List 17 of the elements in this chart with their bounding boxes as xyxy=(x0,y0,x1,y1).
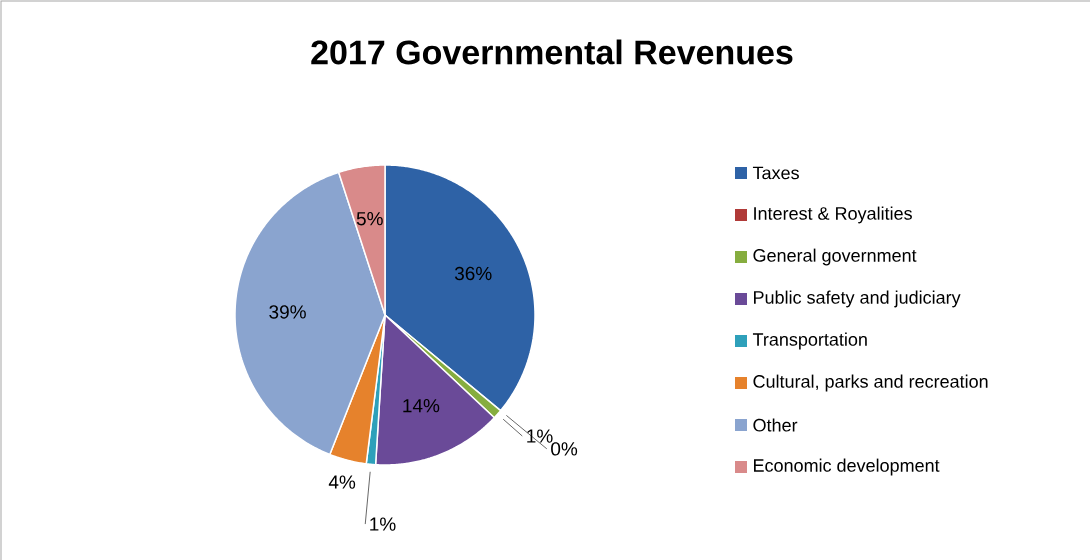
legend-label: Other xyxy=(753,418,798,432)
data-label: 36% xyxy=(454,266,492,281)
legend-label: Cultural, parks and recreation xyxy=(753,374,988,392)
legend-label: Public safety and judiciary xyxy=(754,290,961,308)
chart-title: 2017 Governmental Revenues xyxy=(311,39,793,65)
legend-label: General government xyxy=(753,248,917,266)
legend-label: Interest & Royalities xyxy=(754,206,912,224)
legend-label: Economic development xyxy=(754,458,940,476)
data-label: 14% xyxy=(403,399,440,413)
text: 0% xyxy=(551,442,578,456)
data-label: 5% xyxy=(356,212,383,226)
data-label: 4% xyxy=(328,475,356,489)
data-label: 39% xyxy=(269,305,306,319)
data-label: 1% xyxy=(370,517,396,531)
legend-label: Transportation xyxy=(752,332,867,350)
legend-label: Taxes xyxy=(752,166,799,180)
data-label: 1% xyxy=(527,429,553,443)
